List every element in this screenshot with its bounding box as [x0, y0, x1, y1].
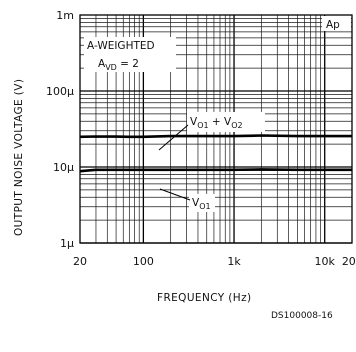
x-tick-label: 10k — [315, 255, 336, 268]
corner-label-bg — [322, 16, 351, 31]
annotation-box-bg — [84, 37, 176, 72]
y-tick-label: 1m — [56, 9, 74, 22]
annotation-weighting: A-WEIGHTED — [87, 40, 155, 52]
y-tick-label: 10μ — [53, 161, 74, 174]
series-leader-vo1 — [159, 188, 191, 201]
x-axis-title: FREQUENCY (Hz) — [157, 292, 252, 304]
x-tick-label: 1k — [227, 255, 241, 268]
y-tick-label: 1μ — [60, 237, 74, 250]
x-tick-label: 100 — [133, 255, 154, 268]
x-tick-label: 20k — [342, 255, 356, 268]
y-tick-label: 100μ — [46, 85, 74, 98]
series-leader-sum — [158, 124, 189, 151]
series-label-sum: VO1 + VO2 — [190, 116, 243, 130]
annotation-gain: AVD = 2 — [98, 58, 139, 72]
series-label-vo1-bg — [189, 194, 215, 212]
plot-frame — [79, 14, 353, 244]
corner-label: Ap — [326, 19, 340, 31]
y-axis-title: OUTPUT NOISE VOLTAGE (V) — [13, 79, 25, 236]
series-label-vo1: VO1 — [192, 197, 211, 211]
figure-code: DS100008-16 — [271, 311, 333, 321]
series-line-1 — [79, 168, 352, 173]
series-label-sum-bg — [187, 112, 265, 132]
series-line-0 — [79, 134, 352, 139]
series-layer — [79, 134, 352, 173]
tick-labels: 20 100 1k 10k 20k 1m 100μ 10μ 1μ — [46, 9, 356, 268]
x-tick-label: 20 — [73, 255, 87, 268]
